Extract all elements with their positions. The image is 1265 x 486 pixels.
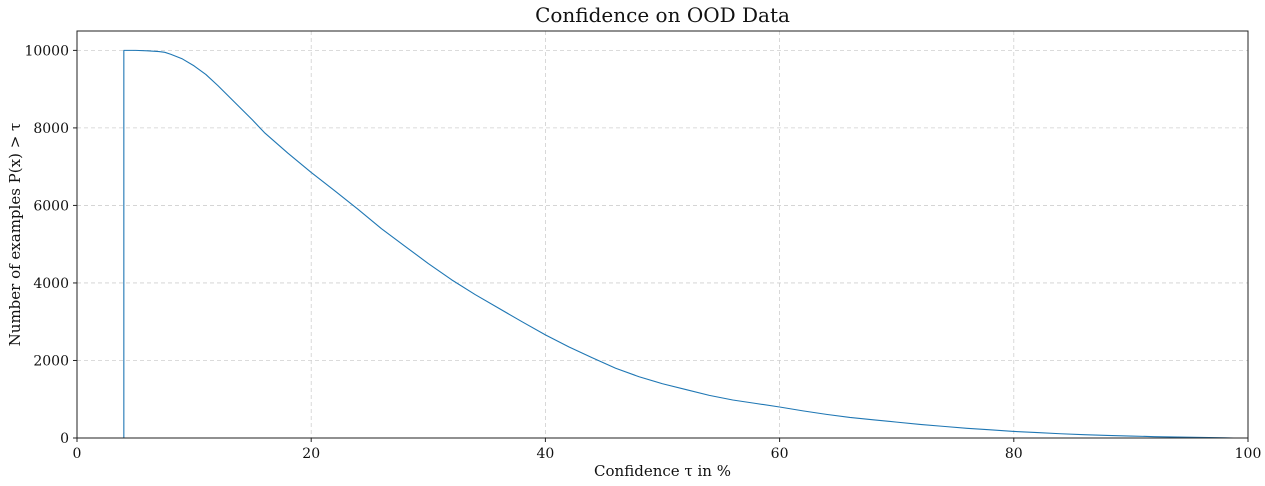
y-tick-label: 6000 bbox=[33, 198, 69, 214]
y-tick-label: 2000 bbox=[33, 353, 69, 369]
y-axis-label: Number of examples P(x) > τ bbox=[6, 123, 24, 347]
x-axis-label: Confidence τ in % bbox=[594, 462, 731, 480]
series-line-0 bbox=[123, 49, 1234, 439]
y-tick-label: 8000 bbox=[33, 121, 69, 137]
x-tick-label: 80 bbox=[1005, 446, 1023, 462]
y-tick-label: 4000 bbox=[33, 276, 69, 292]
y-tick-label: 0 bbox=[60, 431, 69, 447]
y-tick-label: 10000 bbox=[24, 43, 69, 59]
x-tick-label: 60 bbox=[771, 446, 789, 462]
chart-title: Confidence on OOD Data bbox=[535, 3, 790, 27]
grid bbox=[76, 31, 1249, 439]
x-tick-label: 40 bbox=[536, 446, 554, 462]
x-tick-label: 0 bbox=[73, 446, 82, 462]
x-tick-label: 20 bbox=[302, 446, 320, 462]
ticks: 0 20 40 60 80 100 0 2000 4000 6000 8000 10000 bbox=[24, 43, 1261, 462]
plot-area-frame bbox=[76, 30, 1249, 439]
series-layer bbox=[123, 49, 1234, 439]
x-tick-label: 100 bbox=[1235, 446, 1262, 462]
